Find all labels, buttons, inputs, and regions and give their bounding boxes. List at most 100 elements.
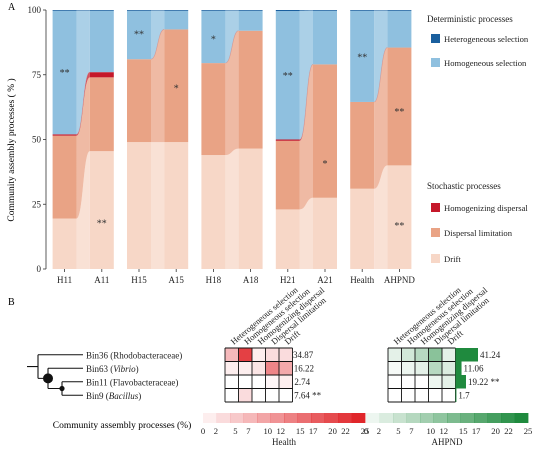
bar-segment [387, 10, 412, 11]
flow-connector [76, 151, 90, 269]
flow-connector [225, 148, 239, 269]
bar-segment [313, 10, 337, 11]
scale-step [203, 413, 217, 423]
flow-boundary [299, 64, 314, 140]
flow-connector [299, 10, 313, 140]
heat-cell [415, 348, 429, 362]
scale-tick-label: 12 [439, 426, 448, 436]
taxon-label: Bin11 (Flavobacteraceae) [86, 377, 178, 387]
bar-segment [313, 10, 337, 65]
taxon-text: ) [138, 391, 141, 401]
x-tick-label: AHPND [384, 275, 416, 285]
bar-segment [350, 101, 375, 189]
heat-cell [388, 361, 402, 375]
scale-step [230, 413, 244, 423]
bar-segment [89, 151, 114, 269]
bar-segment [275, 209, 300, 269]
heat-cell [279, 348, 293, 362]
significance-mark: ** [310, 391, 322, 401]
bar-segment [127, 142, 151, 269]
heat-cell [415, 361, 429, 375]
flow-connector [225, 10, 239, 64]
heat-cell [266, 389, 280, 403]
heat-cell [238, 348, 252, 362]
legend-swatch [431, 34, 440, 43]
bar-segment [313, 197, 337, 269]
taxon-text: ( [104, 391, 109, 401]
heat-cell [415, 375, 429, 389]
heat-cell [442, 348, 456, 362]
scale-step [514, 413, 529, 423]
scale-step [379, 413, 394, 423]
flow-connector [225, 30, 239, 156]
left-caption: Community assembly processes (%) [53, 420, 192, 431]
flow-boundary [225, 30, 239, 64]
legend-label: Homogeneous selection [444, 58, 527, 68]
bar-segment [52, 134, 77, 136]
significance-mark: ** [394, 107, 404, 118]
significance-mark: ** [357, 53, 367, 64]
legend-swatch [431, 254, 440, 263]
scale-step [447, 413, 461, 423]
x-tick-label: A11 [94, 275, 109, 285]
y-tick-label: 25 [32, 199, 42, 209]
x-tick-label: A15 [168, 275, 184, 285]
taxon-text: Bin9 [86, 391, 104, 401]
scale-tick-label: 17 [309, 426, 318, 436]
scale-tick-label: 17 [472, 426, 481, 436]
taxon-name: Rhodobacteraceae [113, 350, 179, 360]
heat-cell [388, 348, 402, 362]
scale-tick-label: 0 [364, 426, 368, 436]
heat-cell [388, 389, 402, 403]
bar-segment [201, 10, 226, 64]
scale-step [243, 413, 258, 423]
x-tick-label: H21 [280, 275, 296, 285]
scale-step [270, 413, 285, 423]
panel-a-label: A [8, 2, 16, 13]
flow-connector [299, 10, 313, 12]
flow-connector [151, 29, 165, 143]
scale-step [216, 413, 231, 423]
taxon-text: Bin36 [86, 350, 109, 360]
bar-segment [201, 10, 226, 11]
heat-cell [388, 375, 402, 389]
significance-mark: ** [134, 29, 144, 40]
heat-cell [428, 348, 442, 362]
y-tick-label: 75 [32, 70, 42, 80]
heat-cell [239, 375, 253, 389]
legend-swatch [431, 58, 440, 67]
scale-step [284, 413, 298, 423]
taxon-text: ( [108, 377, 113, 387]
heat-cell [442, 389, 456, 403]
tree-branch [61, 381, 83, 396]
significance-annotations: ***************** [60, 29, 405, 232]
heat-cell [401, 361, 415, 375]
scale-step [501, 413, 515, 423]
taxon-name: Vibrio [113, 364, 136, 374]
bar-segment [52, 218, 77, 269]
x-tick-label: H15 [131, 275, 147, 285]
heat-cell [225, 361, 239, 375]
scale-step [433, 413, 448, 423]
taxon-text: Bin11 [86, 377, 108, 387]
bar-segment [164, 142, 189, 269]
taxon-label: Bin63 (Vibrio) [86, 364, 139, 374]
heat-cell [265, 375, 279, 389]
significance-mark: ** [394, 221, 404, 232]
heat-cell [252, 375, 266, 389]
scale-step [324, 413, 339, 423]
bar-segment [127, 10, 151, 11]
total-bar-label: 7.64 ** [294, 391, 322, 401]
total-bar [455, 348, 478, 362]
scale-tick-label: 15 [296, 426, 305, 436]
scale-tick-label: 2 [377, 426, 381, 436]
scale-tick-label: 22 [504, 426, 513, 436]
scale-step [311, 413, 325, 423]
bar-segment [238, 148, 263, 269]
scale-tick-label: 5 [233, 426, 237, 436]
bar-segment [387, 47, 412, 166]
scale-tick-label: 2 [214, 426, 218, 436]
bar-segment [313, 64, 337, 198]
